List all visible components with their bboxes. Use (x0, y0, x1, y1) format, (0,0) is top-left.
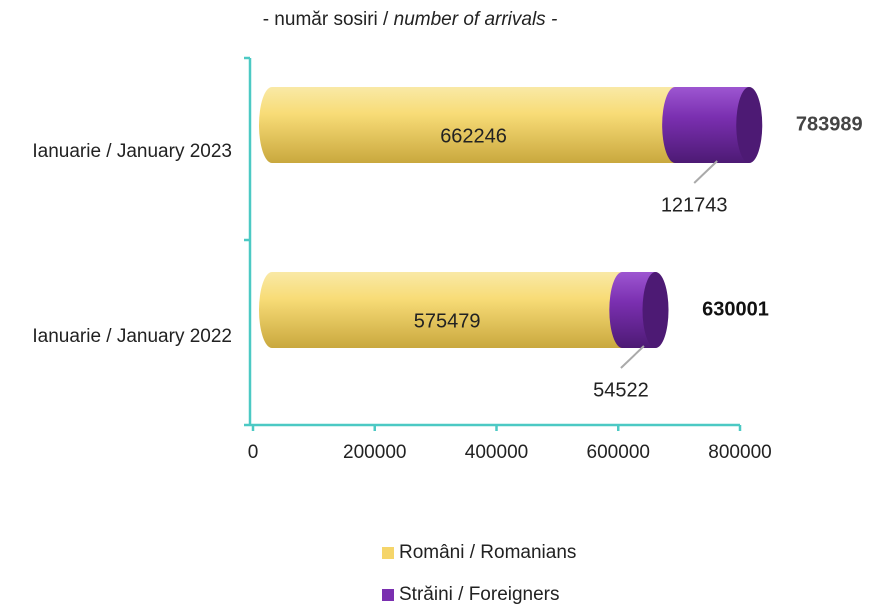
bar-cap (642, 272, 669, 348)
y-tick-label: Ianuarie / January 2023 (32, 141, 232, 162)
x-tick-label: 800000 (708, 442, 771, 463)
legend-label: Străini / Foreigners (399, 584, 560, 605)
title-en: number of arrivals - (394, 9, 558, 30)
total-label: 630001 (702, 298, 769, 320)
bar-cap (736, 87, 763, 163)
x-tick-label: 200000 (343, 442, 406, 463)
bar-segment (272, 272, 623, 348)
bar-face (259, 87, 285, 163)
data-label: 54522 (593, 379, 649, 401)
title-ro: - număr sosiri / (263, 9, 394, 30)
bar-segment (272, 87, 676, 163)
bar-edge (609, 272, 636, 348)
y-tick-label: Ianuarie / January 2022 (32, 326, 232, 347)
total-label: 783989 (796, 113, 863, 135)
chart-title: - număr sosiri / number of arrivals - (263, 9, 558, 30)
data-label: 662246 (440, 125, 507, 147)
x-tick-label: 600000 (587, 442, 650, 463)
x-tick-label: 400000 (465, 442, 528, 463)
leader-line (693, 160, 718, 184)
data-label: 121743 (661, 194, 728, 216)
legend-swatch (382, 589, 394, 601)
data-label: 575479 (414, 310, 481, 332)
leader-line (620, 345, 645, 369)
bar-face (259, 272, 285, 348)
bar-edge (662, 87, 689, 163)
legend-label: Români / Romanians (399, 542, 576, 563)
legend-swatch (382, 547, 394, 559)
x-tick-label: 0 (248, 442, 259, 463)
